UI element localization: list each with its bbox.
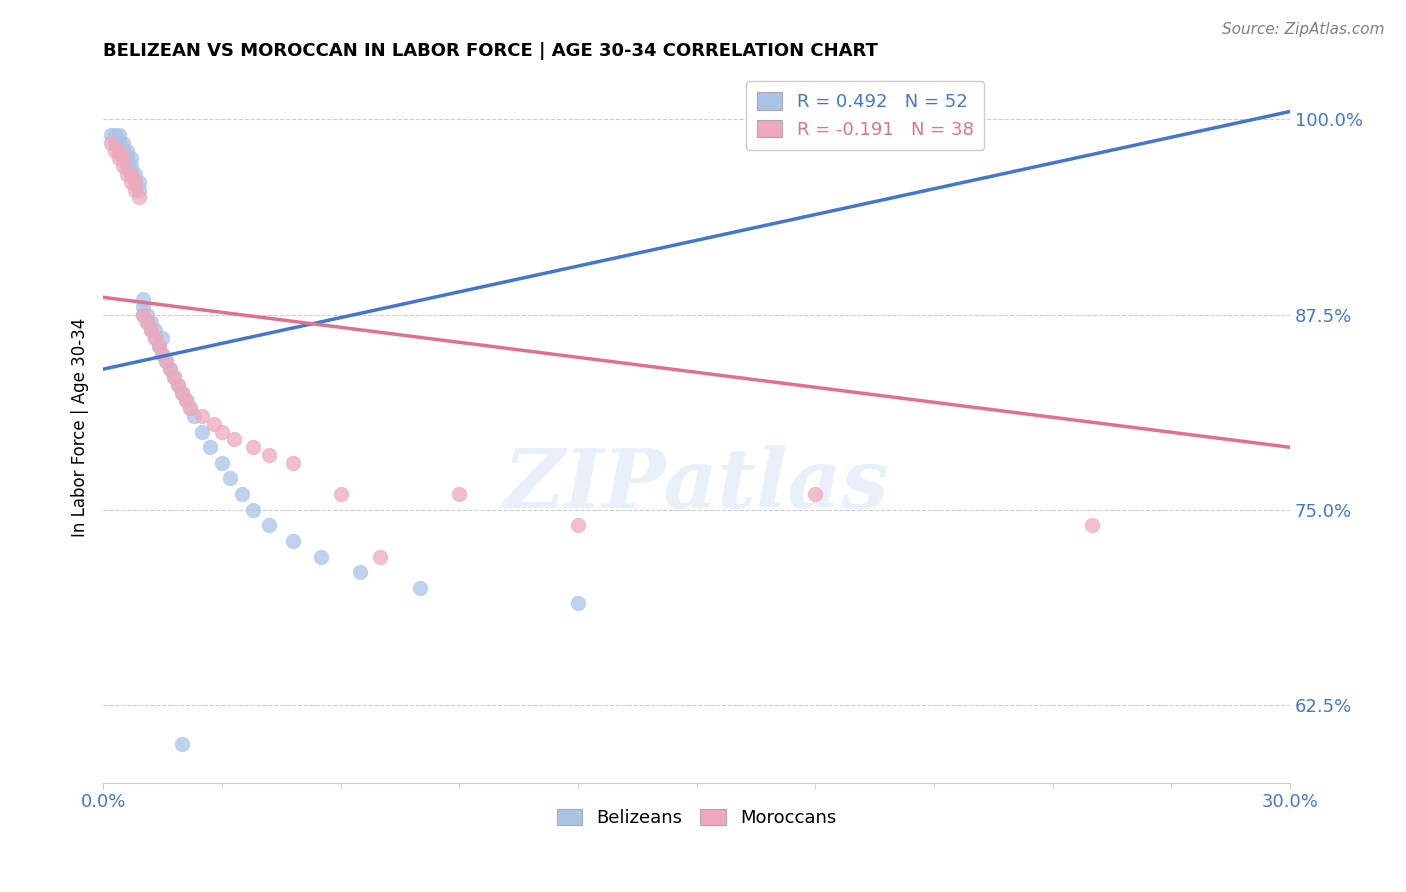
- Point: [135, 308, 157, 322]
- Point: [281, 456, 304, 470]
- Point: [115, 144, 138, 158]
- Point: [259, 518, 281, 533]
- Point: [259, 448, 281, 462]
- Point: [124, 183, 146, 197]
- Point: [120, 159, 142, 173]
- Point: [218, 471, 240, 485]
- Point: [368, 549, 391, 564]
- Point: [449, 487, 471, 501]
- Point: [139, 323, 162, 337]
- Point: [172, 385, 194, 400]
- Point: [179, 401, 201, 416]
- Point: [104, 128, 127, 142]
- Point: [108, 128, 131, 142]
- Point: [139, 323, 162, 337]
- Point: [143, 331, 166, 345]
- Point: [135, 315, 157, 329]
- Point: [167, 377, 190, 392]
- Point: [159, 362, 181, 376]
- Point: [159, 362, 181, 376]
- Point: [131, 308, 153, 322]
- Point: [567, 597, 589, 611]
- Text: BELIZEAN VS MOROCCAN IN LABOR FORCE | AGE 30-34 CORRELATION CHART: BELIZEAN VS MOROCCAN IN LABOR FORCE | AG…: [103, 42, 877, 60]
- Point: [115, 159, 138, 173]
- Point: [120, 167, 142, 181]
- Point: [128, 183, 150, 197]
- Point: [242, 502, 264, 516]
- Point: [179, 401, 201, 416]
- Point: [108, 144, 131, 158]
- Point: [108, 151, 131, 165]
- Point: [108, 144, 131, 158]
- Point: [124, 175, 146, 189]
- Point: [329, 487, 352, 501]
- Point: [100, 136, 122, 150]
- Point: [148, 339, 170, 353]
- Point: [191, 409, 214, 423]
- Y-axis label: In Labor Force | Age 30-34: In Labor Force | Age 30-34: [72, 318, 89, 537]
- Point: [108, 136, 131, 150]
- Point: [111, 144, 134, 158]
- Point: [139, 315, 162, 329]
- Point: [242, 440, 264, 454]
- Point: [191, 425, 214, 439]
- Point: [349, 565, 371, 579]
- Point: [174, 393, 197, 408]
- Point: [131, 308, 153, 322]
- Point: [100, 128, 122, 142]
- Point: [309, 549, 332, 564]
- Point: [174, 393, 197, 408]
- Point: [183, 409, 205, 423]
- Point: [202, 417, 225, 431]
- Point: [198, 440, 221, 454]
- Point: [104, 136, 127, 150]
- Point: [155, 354, 177, 368]
- Point: [111, 151, 134, 165]
- Point: [120, 151, 142, 165]
- Point: [222, 433, 245, 447]
- Point: [120, 167, 142, 181]
- Point: [172, 385, 194, 400]
- Point: [124, 175, 146, 189]
- Point: [143, 331, 166, 345]
- Point: [143, 323, 166, 337]
- Point: [211, 425, 233, 439]
- Point: [148, 339, 170, 353]
- Point: [104, 144, 127, 158]
- Point: [1081, 518, 1104, 533]
- Point: [120, 175, 142, 189]
- Point: [115, 167, 138, 181]
- Point: [567, 518, 589, 533]
- Point: [163, 370, 186, 384]
- Point: [128, 190, 150, 204]
- Point: [152, 346, 174, 360]
- Point: [152, 331, 174, 345]
- Point: [128, 175, 150, 189]
- Point: [155, 354, 177, 368]
- Point: [281, 533, 304, 548]
- Point: [163, 370, 186, 384]
- Point: [111, 159, 134, 173]
- Text: Source: ZipAtlas.com: Source: ZipAtlas.com: [1222, 22, 1385, 37]
- Point: [135, 315, 157, 329]
- Point: [111, 136, 134, 150]
- Point: [231, 487, 253, 501]
- Point: [211, 456, 233, 470]
- Point: [804, 487, 827, 501]
- Point: [131, 292, 153, 306]
- Point: [172, 737, 194, 751]
- Point: [131, 300, 153, 314]
- Legend: Belizeans, Moroccans: Belizeans, Moroccans: [550, 802, 844, 834]
- Point: [152, 346, 174, 360]
- Point: [167, 377, 190, 392]
- Point: [408, 581, 430, 595]
- Point: [124, 167, 146, 181]
- Point: [111, 151, 134, 165]
- Point: [115, 151, 138, 165]
- Text: ZIPatlas: ZIPatlas: [503, 444, 890, 524]
